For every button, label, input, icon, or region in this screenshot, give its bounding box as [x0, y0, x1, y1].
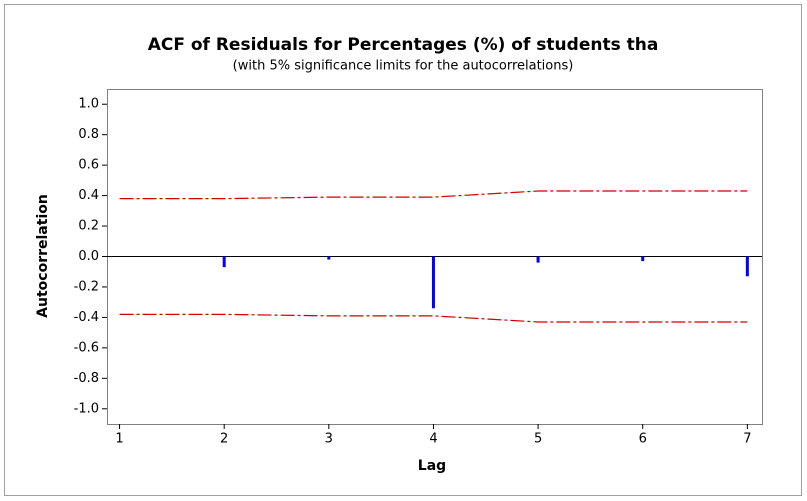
- x-tick-label: 4: [429, 432, 437, 447]
- y-tick-label: 1.0: [78, 97, 99, 112]
- acf-bar: [222, 256, 226, 268]
- y-tick-label: 0.2: [78, 219, 99, 234]
- significance-limit: [119, 190, 748, 200]
- chart-title: ACF of Residuals for Percentages (%) of …: [148, 35, 659, 55]
- acf-bar: [536, 256, 540, 263]
- y-tick-label: -0.2: [74, 279, 99, 294]
- y-tick-label: 0.0: [78, 249, 99, 264]
- x-tick-label: 6: [639, 432, 647, 447]
- x-tick-label: 5: [534, 432, 542, 447]
- significance-limit: [119, 313, 748, 323]
- y-tick-label: -0.6: [74, 340, 99, 355]
- y-axis-label: Autocorrelation: [35, 194, 51, 318]
- acf-bar: [745, 256, 749, 277]
- chart-subtitle: (with 5% significance limits for the aut…: [233, 59, 574, 74]
- x-tick-label: 1: [115, 432, 123, 447]
- acf-bar: [327, 256, 331, 260]
- y-tick-label: 0.6: [78, 158, 99, 173]
- x-tick-label: 7: [743, 432, 751, 447]
- x-tick-label: 2: [220, 432, 228, 447]
- y-tick-label: -1.0: [74, 401, 99, 416]
- acf-bar: [641, 256, 645, 262]
- y-tick-label: 0.4: [78, 188, 99, 203]
- x-tick-label: 3: [325, 432, 333, 447]
- y-tick-label: -0.4: [74, 310, 99, 325]
- x-axis-label: Lag: [418, 458, 446, 474]
- acf-bar: [431, 256, 435, 309]
- y-tick-label: -0.8: [74, 371, 99, 386]
- y-tick-label: 0.8: [78, 127, 99, 142]
